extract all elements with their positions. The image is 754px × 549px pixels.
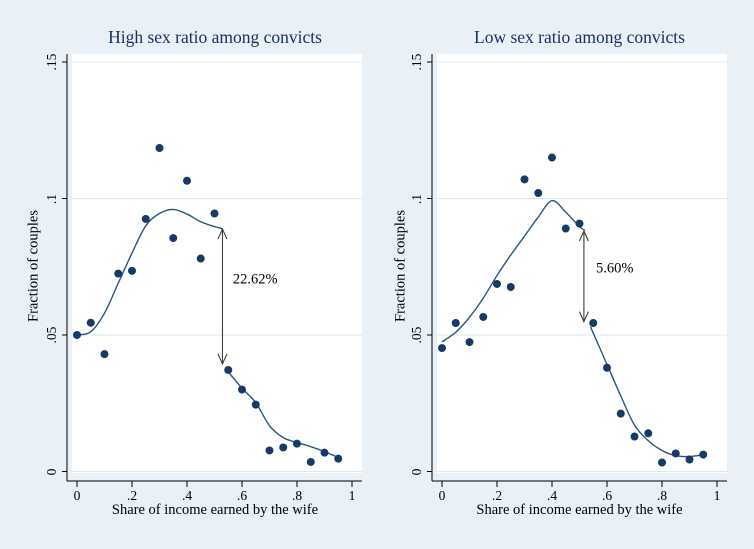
lowess-curve <box>227 371 339 459</box>
y-axis-title-left: Fraction of couples <box>25 210 42 322</box>
x-axis-title-right: Share of income earned by the wife <box>476 502 683 518</box>
data-point <box>279 443 288 452</box>
y-axis-title-right: Fraction of couples <box>392 210 409 322</box>
data-point <box>685 455 694 464</box>
x-axis-title-left: Share of income earned by the wife <box>111 502 319 518</box>
data-point <box>506 282 515 291</box>
x-tick-label: .2 <box>126 488 138 503</box>
y-tick-label: 0 <box>409 468 424 475</box>
y-tick-label: .05 <box>409 326 424 344</box>
x-tick-label: .8 <box>291 488 303 503</box>
x-tick-label: .6 <box>236 488 248 503</box>
data-point <box>630 432 639 441</box>
x-tick-label: .4 <box>546 488 558 503</box>
x-tick-label: .6 <box>601 488 613 503</box>
data-point <box>73 331 81 339</box>
data-point <box>644 429 653 438</box>
data-point <box>589 318 598 327</box>
y-tick-label: .05 <box>44 326 59 344</box>
data-point <box>671 449 680 458</box>
data-point <box>128 266 136 275</box>
data-point <box>155 143 164 152</box>
data-point <box>251 400 260 409</box>
lowess-curve <box>76 208 223 336</box>
data-point <box>114 269 123 278</box>
panel-right-title: Low sex ratio among convicts <box>474 27 685 47</box>
data-point <box>306 457 315 466</box>
x-tick-label: .8 <box>656 488 668 503</box>
data-point <box>196 254 205 263</box>
data-point <box>100 350 109 359</box>
data-point <box>265 446 274 455</box>
y-tick-label: .15 <box>409 53 424 71</box>
data-point <box>183 176 191 185</box>
x-tick-label: 1 <box>348 488 356 503</box>
arrowhead-up <box>578 229 589 242</box>
y-tick-label: .1 <box>44 193 59 204</box>
data-point <box>616 409 625 418</box>
y-tick-label: .1 <box>409 193 424 204</box>
data-point <box>479 312 488 321</box>
data-point <box>520 175 529 184</box>
data-point <box>603 363 611 372</box>
data-point <box>451 318 460 327</box>
lowess-curve <box>441 199 586 343</box>
data-point <box>493 279 501 288</box>
data-point <box>561 224 570 233</box>
data-point <box>534 189 543 198</box>
data-point <box>699 450 708 459</box>
data-point <box>210 209 219 218</box>
data-point <box>548 153 556 162</box>
data-point <box>169 234 178 243</box>
x-tick-label: 0 <box>438 488 446 503</box>
lowess-curve <box>589 326 704 458</box>
y-tick-label: .15 <box>44 53 59 71</box>
data-point <box>86 318 95 327</box>
data-point <box>658 458 666 467</box>
x-tick-label: 1 <box>713 488 721 503</box>
x-tick-label: .2 <box>491 488 503 503</box>
y-tick-label: 0 <box>44 468 59 475</box>
panel-left-title: High sex ratio among convicts <box>108 27 322 47</box>
data-point <box>320 448 329 457</box>
x-tick-label: 0 <box>73 488 81 503</box>
annotation-right: 5.60% <box>596 260 634 277</box>
annotation-left: 22.62% <box>232 271 278 288</box>
data-point <box>575 219 584 228</box>
data-point <box>238 385 246 394</box>
data-point <box>465 338 474 347</box>
arrowhead-up <box>217 227 228 240</box>
data-point <box>224 365 233 374</box>
arrowhead-down <box>578 311 589 323</box>
x-tick-label: .4 <box>181 488 193 503</box>
data-point <box>438 344 446 353</box>
arrowhead-down <box>217 353 228 366</box>
data-point <box>293 439 301 448</box>
data-point <box>141 214 150 223</box>
data-point <box>334 454 343 463</box>
